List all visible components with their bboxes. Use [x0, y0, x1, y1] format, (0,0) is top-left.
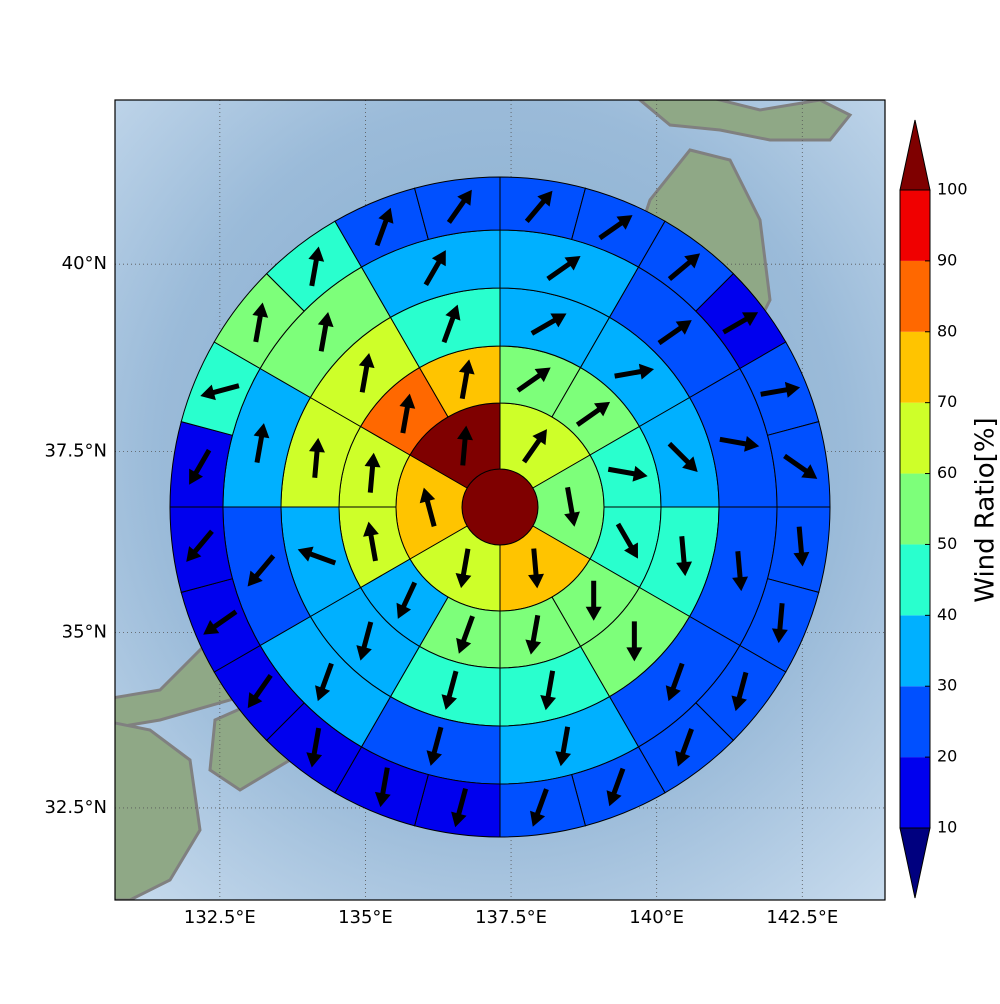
- colorbar-tick-label: 10: [937, 818, 957, 837]
- x-tick-label: 132.5°E: [184, 907, 256, 928]
- x-tick-label: 135°E: [338, 907, 393, 928]
- colorbar-tick-label: 90: [937, 250, 957, 269]
- x-tick-label: 140°E: [629, 907, 684, 928]
- colorbar-tick-label: 30: [937, 676, 957, 695]
- colorbar-bin: [900, 190, 930, 261]
- colorbar-tick-label: 60: [937, 463, 957, 482]
- colorbar-tick-label: 50: [937, 534, 957, 553]
- sector: [415, 775, 500, 837]
- colorbar-tick-label: 40: [937, 605, 957, 624]
- x-tick-label: 142.5°E: [766, 907, 838, 928]
- polar-plot: [170, 177, 830, 837]
- y-tick-label: 37.5°N: [44, 440, 107, 461]
- sector: [500, 177, 585, 239]
- colorbar-tick-label: 100: [937, 180, 968, 199]
- colorbar: 10 20 30 40 50 60 70 80 90 100: [900, 120, 968, 898]
- colorbar-bin: [900, 544, 930, 615]
- colorbar-over: [900, 120, 930, 190]
- colorbar-tick-label: 70: [937, 392, 957, 411]
- colorbar-bin: [900, 686, 930, 757]
- y-tick-label: 40°N: [62, 253, 107, 274]
- colorbar-bin: [900, 615, 930, 686]
- colorbar-bin: [900, 261, 930, 332]
- colorbar-bin: [900, 757, 930, 828]
- colorbar-bin: [900, 474, 930, 545]
- colorbar-under: [900, 828, 930, 898]
- y-tick-label: 32.5°N: [44, 797, 107, 818]
- colorbar-bin: [900, 332, 930, 403]
- colorbar-tick-label: 20: [937, 747, 957, 766]
- x-tick-label: 137.5°E: [475, 907, 547, 928]
- sector: [170, 507, 232, 592]
- y-tick-label: 35°N: [62, 621, 107, 642]
- colorbar-tick-label: 80: [937, 321, 957, 340]
- colorbar-label: Wind Ratio[%]: [971, 417, 1000, 602]
- colorbar-bin: [900, 403, 930, 474]
